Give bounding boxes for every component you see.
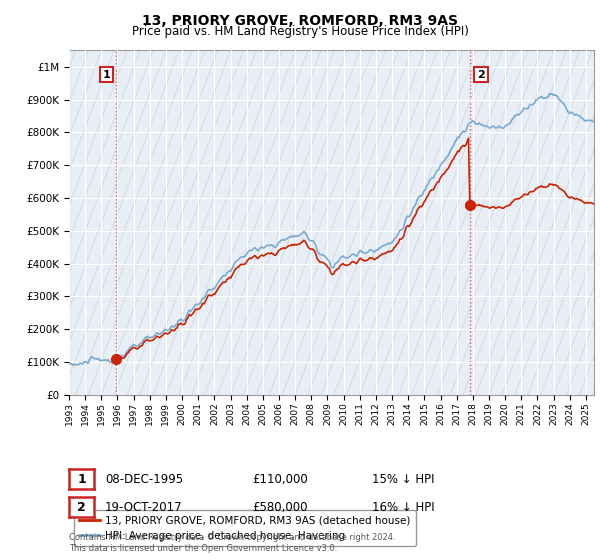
Text: 1: 1 (103, 69, 110, 80)
Text: 1: 1 (77, 473, 86, 486)
Text: 19-OCT-2017: 19-OCT-2017 (105, 501, 182, 514)
Text: 15% ↓ HPI: 15% ↓ HPI (372, 473, 434, 486)
Text: Price paid vs. HM Land Registry's House Price Index (HPI): Price paid vs. HM Land Registry's House … (131, 25, 469, 38)
Text: 13, PRIORY GROVE, ROMFORD, RM3 9AS: 13, PRIORY GROVE, ROMFORD, RM3 9AS (142, 14, 458, 28)
Text: 16% ↓ HPI: 16% ↓ HPI (372, 501, 434, 514)
Text: £580,000: £580,000 (252, 501, 308, 514)
Text: £110,000: £110,000 (252, 473, 308, 486)
Text: 2: 2 (477, 69, 485, 80)
Text: 2: 2 (77, 501, 86, 514)
Text: Contains HM Land Registry data © Crown copyright and database right 2024.
This d: Contains HM Land Registry data © Crown c… (69, 533, 395, 553)
Text: 08-DEC-1995: 08-DEC-1995 (105, 473, 183, 486)
Legend: 13, PRIORY GROVE, ROMFORD, RM3 9AS (detached house), HPI: Average price, detache: 13, PRIORY GROVE, ROMFORD, RM3 9AS (deta… (74, 510, 416, 546)
